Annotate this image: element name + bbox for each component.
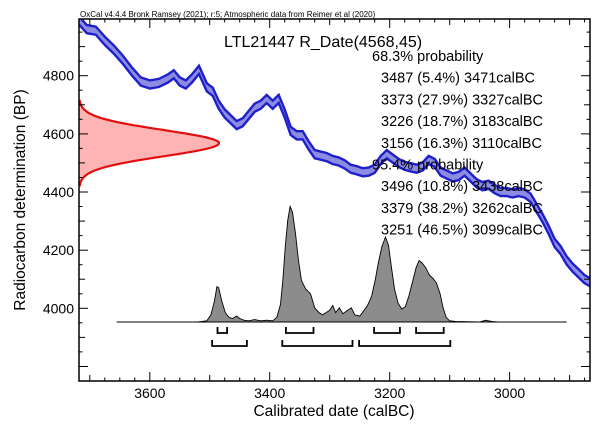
range-bracket-95-3	[358, 340, 452, 347]
calibrated-date-area	[116, 204, 567, 323]
probability-range-68-2: 3373 (27.9%) 3327calBC	[381, 92, 543, 108]
range-bracket-68-1	[216, 327, 228, 334]
probability-range-95-1: 3496 (10.8%) 3438calBC	[381, 179, 543, 195]
x-tick-label: 3600	[134, 385, 165, 401]
calibrated-date-distribution	[116, 204, 567, 323]
y-tick-label: 4800	[43, 68, 74, 84]
range-bracket-68-4	[415, 327, 445, 334]
probability-range-68-3: 3226 (18.7%) 3183calBC	[381, 114, 543, 130]
calibration-curve-band	[79, 19, 590, 287]
x-axis: 3600 3400 3200 3000	[89, 19, 586, 401]
probability-heading-95: 95.4% probability	[372, 158, 484, 174]
calibration-curve	[79, 19, 590, 288]
range-bracket-68-2	[285, 327, 315, 334]
range-bracket-68-3	[373, 327, 401, 334]
range-bracket-95-1	[211, 340, 248, 347]
probability-range-68-4: 3156 (16.3%) 3110calBC	[381, 136, 542, 152]
probability-heading-68: 68.3% probability	[372, 49, 484, 65]
y-tick-label: 4400	[43, 184, 74, 200]
chart-title: LTL21447 R_Date(4568,45)	[224, 34, 422, 51]
radiocarbon-date-outline	[79, 99, 220, 187]
probability-range-95-3: 3251 (46.5%) 3099calBC	[381, 223, 543, 239]
x-tick-label: 3200	[374, 385, 405, 401]
probability-range-brackets	[211, 327, 452, 347]
radiocarbon-date-distribution	[79, 99, 220, 187]
x-tick-label: 3400	[254, 385, 285, 401]
y-tick-label: 4200	[43, 242, 74, 258]
y-axis-label: Radiocarbon determination (BP)	[12, 89, 29, 310]
y-axis: 4000 4200 4400 4600 4800	[43, 31, 590, 382]
x-tick-label: 3000	[494, 385, 525, 401]
probability-range-text: 68.3% probability 3487 (5.4%) 3471calBC 33…	[372, 49, 543, 239]
radiocarbon-date-fill	[79, 100, 219, 187]
x-axis-label: Calibrated date (calBC)	[253, 403, 414, 420]
range-bracket-95-2	[281, 340, 354, 347]
probability-range-95-2: 3379 (38.2%) 3262calBC	[381, 201, 543, 217]
software-credit-header: OxCal v4.4.4 Bronk Ramsey (2021); r:5; A…	[80, 10, 376, 19]
y-tick-label: 4600	[43, 126, 74, 142]
y-tick-label: 4000	[43, 300, 74, 316]
probability-range-68-1: 3487 (5.4%) 3471calBC	[381, 71, 535, 87]
plot-frame	[78, 18, 591, 382]
calibration-curve-lower-line	[79, 23, 590, 288]
calibration-curve-upper-line	[79, 19, 590, 280]
